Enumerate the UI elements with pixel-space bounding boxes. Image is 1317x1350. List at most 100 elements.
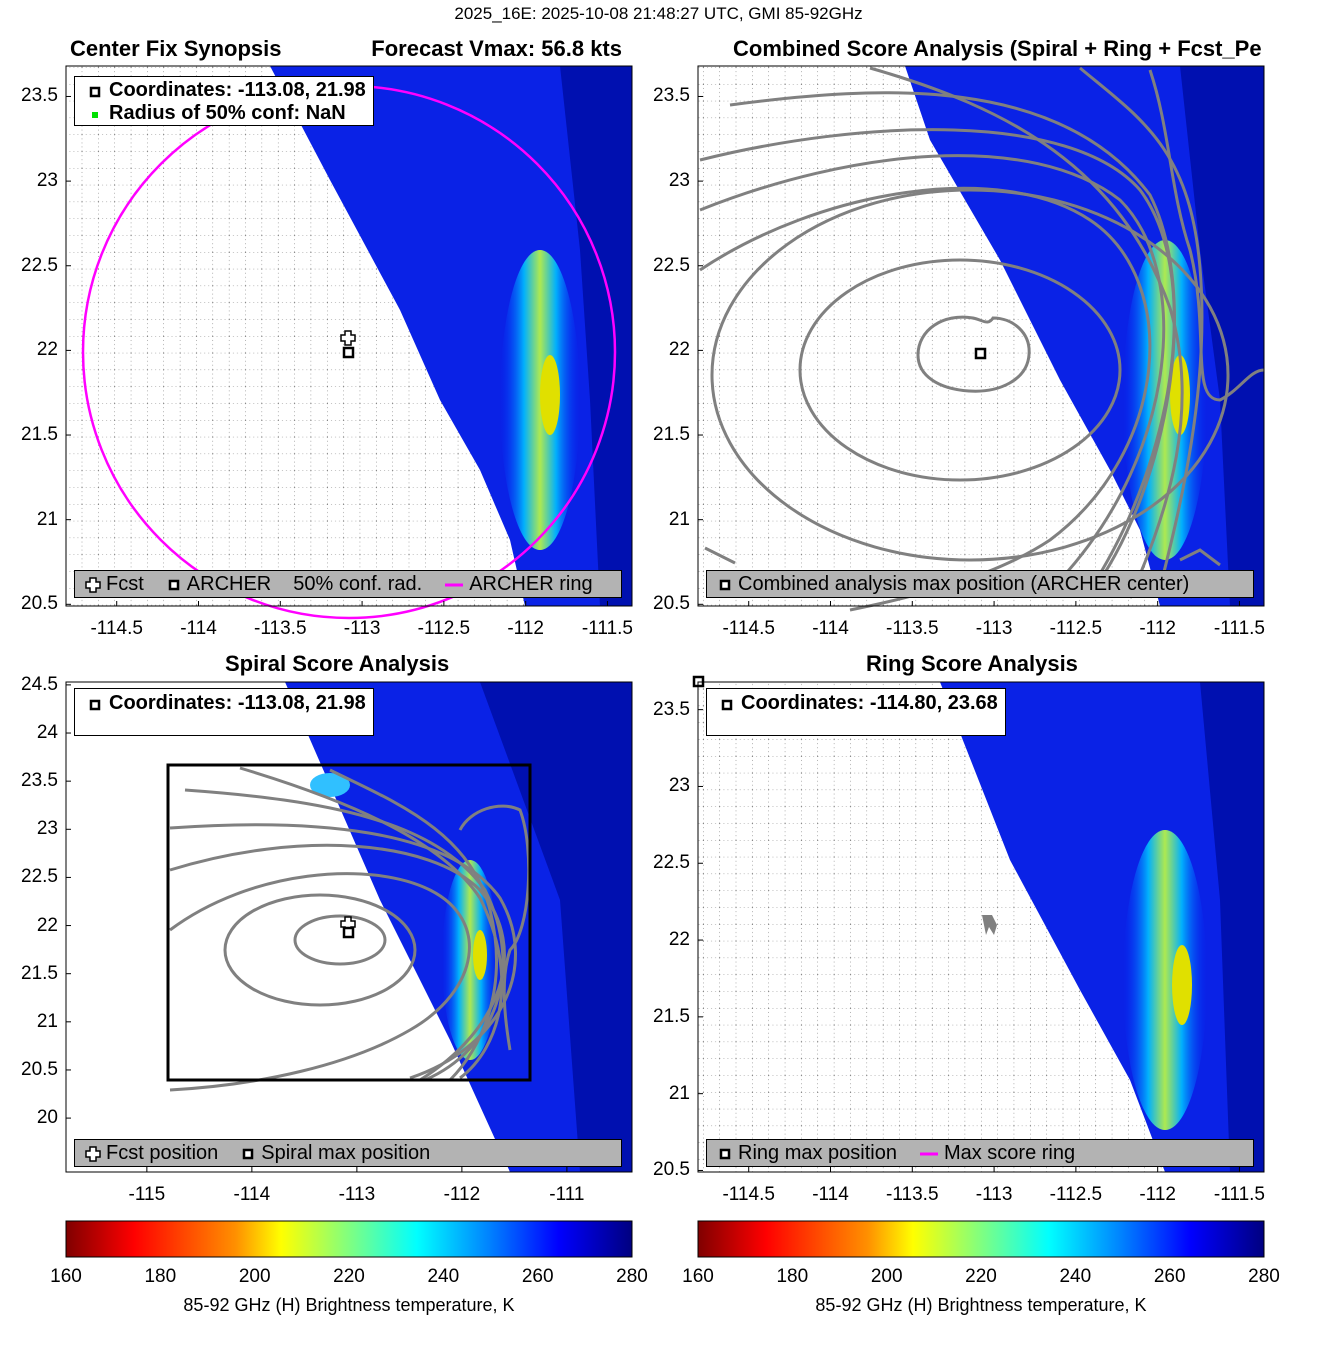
colorbar-tick-label: 180 (776, 1266, 809, 1287)
x-tick-label: -113 (338, 1184, 376, 1205)
panel-combined-score (697, 65, 1265, 612)
panel1-title: Center Fix Synopsis (70, 36, 282, 61)
x-tick-label: -114.5 (90, 618, 143, 639)
legend-fcst-position: Fcst position (106, 1141, 219, 1164)
colorbar-tick-label: 280 (616, 1266, 648, 1287)
legend-entry-ring-max: Ring max position (717, 1142, 897, 1165)
y-tick-label: 22.5 (21, 866, 58, 888)
y-tick-label: 22 (668, 929, 690, 951)
combined-max-marker-icon (717, 576, 733, 592)
x-tick-label: -111 (549, 1184, 585, 1205)
y-tick-label: 22.5 (653, 254, 690, 276)
panel1-coordinates: Coordinates: -113.08, 21.98 (109, 79, 366, 101)
y-tick-label: 23 (668, 775, 690, 797)
x-tick-label: -111.5 (1213, 1184, 1265, 1205)
panel2-legend: Combined analysis max position (ARCHER c… (706, 570, 1254, 598)
legend-entry-fcst: Fcst (85, 573, 144, 596)
y-tick-label: 23.5 (21, 770, 58, 792)
x-tick-label: -113 (975, 1184, 1013, 1205)
y-tick-label: 20 (36, 1107, 58, 1129)
y-tick-label: 21 (36, 508, 58, 530)
y-tick-label: 21 (668, 508, 690, 530)
colorbar-tick-label: 160 (50, 1266, 82, 1287)
legend-archer-ring: ARCHER ring (469, 572, 593, 595)
colorbar-tick-label: 220 (965, 1266, 997, 1287)
panel1-vmax: Forecast Vmax: 56.8 kts (371, 36, 622, 61)
x-tick-label: -113.5 (886, 1184, 939, 1205)
combined-max-marker (974, 347, 987, 360)
ring-line-icon (444, 576, 464, 592)
max-score-ring (982, 915, 997, 935)
colorbar-tick-label: 220 (333, 1266, 365, 1287)
ring-max-marker-icon (719, 696, 735, 712)
panel3-coordinates: Coordinates: -113.08, 21.98 (109, 692, 366, 714)
colorbar-right (697, 1220, 1265, 1258)
x-tick-label: -112.5 (1049, 1184, 1103, 1205)
panel3-info-box: Coordinates: -113.08, 21.98 (74, 688, 374, 736)
panel4-legend: Ring max position Max score ring (706, 1139, 1254, 1167)
x-tick-label: -114.5 (722, 1184, 775, 1205)
legend-fcst: Fcst (106, 572, 144, 595)
colorbar-left-label: 85-92 GHz (H) Brightness temperature, K (183, 1295, 515, 1315)
colorbar-tick-label: 260 (521, 1266, 554, 1287)
archer-marker (342, 346, 355, 359)
panel3-coordinates-entry: Coordinates: -113.08, 21.98 (87, 692, 366, 715)
legend-entry-combined-max: Combined analysis max position (ARCHER c… (717, 573, 1189, 596)
y-tick-label: 22.5 (653, 852, 690, 874)
panel2-title: Combined Score Analysis (Spiral + Ring +… (733, 36, 1262, 61)
colorbar-left (65, 1220, 633, 1258)
spiral-max-marker-icon (240, 1145, 256, 1161)
fcst-marker-icon (85, 576, 101, 593)
x-tick-label: -111.5 (581, 618, 633, 639)
x-tick-label: -114 (233, 1184, 271, 1205)
panel-spiral-score (65, 681, 633, 1173)
x-tick-label: -113 (975, 618, 1013, 639)
panel1-conf-radius-entry: Radius of 50% conf: NaN (87, 102, 346, 125)
y-tick-label: 20.5 (653, 1159, 690, 1181)
panel3-title: Spiral Score Analysis (225, 651, 450, 676)
panel1-conf-radius: Radius of 50% conf: NaN (109, 102, 346, 124)
score-contours (699, 66, 1265, 612)
archer-marker-icon (87, 83, 103, 99)
panel-ring-score (692, 675, 1265, 1173)
colorbar-tick-label: 180 (144, 1266, 177, 1287)
x-tick-label: -112.5 (417, 618, 471, 639)
ring-max-marker-icon (717, 1145, 733, 1161)
legend-entry-archer-ring: ARCHER ring (444, 572, 593, 596)
y-tick-label: 23.5 (653, 85, 690, 107)
y-tick-label: 22 (668, 339, 690, 361)
spiral-max-marker (342, 926, 355, 939)
panel4-coordinates: Coordinates: -114.80, 23.68 (741, 692, 998, 714)
colorbar-tick-label: 280 (1248, 1266, 1280, 1287)
y-tick-label: 23.5 (653, 698, 690, 720)
legend-entry-fcst-position: Fcst position (85, 1142, 218, 1165)
archer-marker-icon (166, 576, 182, 592)
x-tick-label: -112 (507, 618, 544, 639)
y-tick-label: 21 (668, 1082, 690, 1104)
colorbar-right-label: 85-92 GHz (H) Brightness temperature, K (815, 1295, 1147, 1315)
panel1-coordinates-entry: Coordinates: -113.08, 21.98 (87, 79, 366, 102)
spiral-max-marker-icon (87, 696, 103, 712)
y-tick-label: 23 (36, 818, 58, 840)
score-contours (169, 766, 531, 1092)
y-tick-label: 23 (668, 170, 690, 192)
legend-archer: ARCHER (186, 572, 272, 595)
figure-title: 2025_16E: 2025-10-08 21:48:27 UTC, GMI 8… (454, 4, 863, 23)
y-tick-label: 20.5 (21, 1058, 58, 1080)
panel3-legend: Fcst position Spiral max position (74, 1139, 622, 1167)
x-tick-label: -115 (128, 1184, 166, 1205)
panel1-info-box: Coordinates: -113.08, 21.98 Radius of 50… (74, 76, 374, 126)
y-tick-label: 22 (36, 339, 58, 361)
y-tick-label: 21.5 (653, 424, 690, 446)
fcst-marker-icon (85, 1145, 101, 1162)
colorbar-tick-label: 160 (682, 1266, 714, 1287)
y-tick-label: 23 (36, 170, 58, 192)
y-tick-label: 24.5 (21, 673, 58, 695)
x-tick-label: -113.5 (254, 618, 307, 639)
colorbar-tick-label: 240 (1059, 1266, 1092, 1287)
y-tick-label: 21.5 (653, 1005, 690, 1027)
legend-spiral-max: Spiral max position (261, 1141, 431, 1164)
colorbar-tick-label: 240 (427, 1266, 460, 1287)
